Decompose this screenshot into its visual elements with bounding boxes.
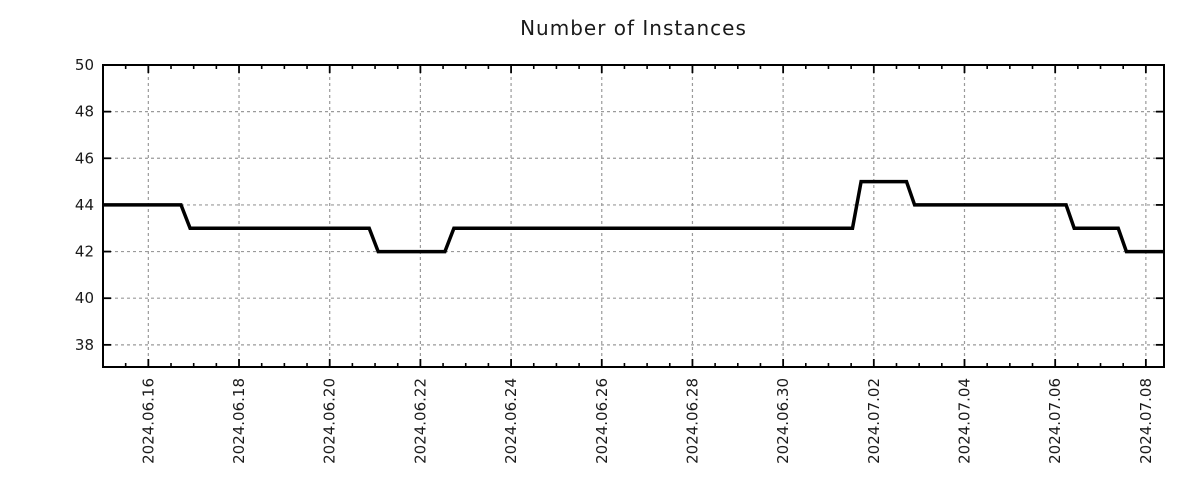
x-tick-label: 2024.06.18 — [230, 378, 248, 464]
x-tick-label: 2024.06.26 — [593, 378, 611, 464]
plot-border — [102, 64, 1165, 368]
x-tick-label: 2024.07.08 — [1137, 378, 1155, 464]
y-tick-label: 48 — [75, 103, 94, 121]
x-tick-label: 2024.07.06 — [1046, 378, 1064, 464]
x-tick-label: 2024.06.22 — [411, 378, 429, 464]
chart-title: Number of Instances — [520, 16, 747, 40]
y-tick-label: 40 — [75, 289, 94, 307]
x-tick-label: 2024.07.04 — [955, 378, 973, 464]
y-tick-label: 44 — [75, 196, 94, 214]
y-tick-label: 46 — [75, 149, 94, 167]
x-tick-label: 2024.07.02 — [865, 378, 883, 464]
x-tick-label: 2024.06.24 — [502, 378, 520, 464]
x-tick-label: 2024.06.16 — [139, 378, 157, 464]
x-tick-label: 2024.06.28 — [683, 378, 701, 464]
y-tick-label: 42 — [75, 243, 94, 261]
y-tick-label: 38 — [75, 336, 94, 354]
x-tick-label: 2024.06.30 — [774, 378, 792, 464]
x-tick-label: 2024.06.20 — [321, 378, 339, 464]
y-tick-label: 50 — [75, 56, 94, 74]
data-line-instances — [103, 179, 1164, 254]
